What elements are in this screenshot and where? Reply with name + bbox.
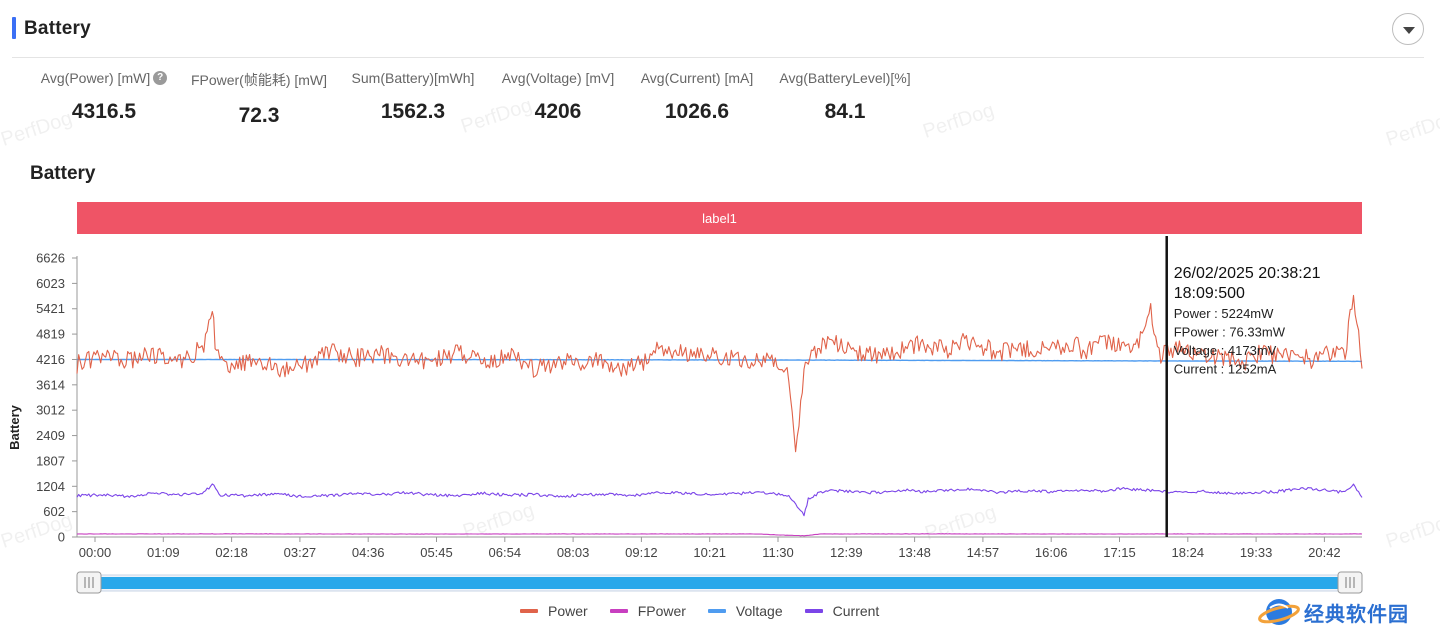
y-tick-label: 0 <box>58 530 65 545</box>
x-tick-label: 10:21 <box>693 545 726 560</box>
x-tick-label: 13:48 <box>898 545 931 560</box>
x-tick-label: 00:00 <box>79 545 112 560</box>
y-tick-label: 5421 <box>36 301 65 316</box>
header-divider <box>12 57 1424 58</box>
chart-section-title: Battery <box>30 163 96 184</box>
legend-label: Power <box>548 603 588 619</box>
help-icon[interactable]: ? <box>153 71 168 85</box>
series-line-power <box>76 294 1363 453</box>
y-axis: 0 602 1204 1807 2409 3012 3614 4216 4819 5421 6023… <box>7 251 78 545</box>
x-tick-label: 06:54 <box>489 545 522 560</box>
label-band[interactable]: label1 <box>77 202 1362 234</box>
y-axis-title: Battery <box>7 404 22 450</box>
y-tick-label: 6626 <box>36 251 65 266</box>
series-line-voltage <box>76 358 1363 363</box>
x-tick-label: 14:57 <box>967 545 1000 560</box>
legend-item-voltage[interactable]: Voltage <box>707 603 783 619</box>
legend-swatch <box>609 609 628 613</box>
x-tick-label: 18:24 <box>1172 545 1205 560</box>
x-tick-label: 20:42 <box>1308 545 1341 560</box>
legend-swatch <box>520 609 538 613</box>
x-tick-label: 16:06 <box>1035 545 1068 560</box>
series-lines <box>76 294 1363 537</box>
zoom-selected-range <box>89 577 1350 589</box>
legend-swatch <box>804 609 823 613</box>
metric-label: Avg(Current) [mA] <box>640 70 754 86</box>
metric-label: Avg(Power) [mW] <box>40 70 151 86</box>
metric-avg-battery-level: Avg(BatteryLevel)[%] 84.1 <box>774 70 916 124</box>
metric-value: 72.3 <box>238 104 280 127</box>
metric-label: Sum(Battery)[mWh] <box>351 70 475 86</box>
metric-label: Avg(Voltage) [mV] <box>501 70 615 86</box>
x-tick-label: 12:39 <box>830 545 863 560</box>
header-accent-bar <box>12 17 16 39</box>
y-tick-label: 6023 <box>36 276 65 291</box>
zoom-slider[interactable] <box>76 571 1363 594</box>
x-tick-label: 19:33 <box>1240 545 1273 560</box>
x-tick-label: 09:12 <box>625 545 658 560</box>
tooltip-line: Current : 1252mA <box>1174 362 1277 377</box>
metric-sum-battery: Sum(Battery)[mWh] 1562.3 <box>345 70 481 124</box>
metric-value: 4206 <box>534 100 582 123</box>
zoom-handle-right[interactable] <box>1337 571 1363 594</box>
x-tick-label: 03:27 <box>284 545 317 560</box>
legend-item-current[interactable]: Current <box>804 603 880 619</box>
metric-avg-voltage: Avg(Voltage) [mV] 4206 <box>495 70 621 124</box>
zoom-handle-left[interactable] <box>76 571 102 594</box>
brand-text: 经典软件园 <box>1304 602 1409 626</box>
metric-fpower: FPower(帧能耗) [mW] 72.3 <box>188 70 330 128</box>
legend-item-power[interactable]: Power <box>520 603 588 619</box>
metric-value: 1562.3 <box>380 100 446 123</box>
tooltip: 26/02/2025 20:38:21 18:09:500 Power : 5224… <box>1174 265 1321 377</box>
metric-value: 84.1 <box>824 100 866 123</box>
metric-avg-current: Avg(Current) [mA] 1026.6 <box>634 70 760 124</box>
legend-label: Current <box>832 603 880 619</box>
collapse-toggle-button[interactable] <box>1392 13 1424 45</box>
battery-line-chart[interactable]: label1 0 602 1204 1807 2409 3012 3614 4216 4819 5… <box>0 196 1440 596</box>
x-tick-label: 11:30 <box>762 545 794 560</box>
x-axis: 00:00 01:09 02:18 03:27 04:36 05:45 06:54 08:03… <box>77 536 1362 560</box>
y-tick-label: 1204 <box>36 479 65 494</box>
legend-item-fpower[interactable]: FPower <box>609 603 686 619</box>
y-tick-label: 602 <box>43 504 65 519</box>
x-tick-label: 01:09 <box>147 545 180 560</box>
x-tick-label: 17:15 <box>1103 545 1136 560</box>
chart-legend: Power FPower Voltage Current <box>520 600 879 622</box>
watermark: PerfDog <box>1383 107 1440 151</box>
legend-label: FPower <box>637 603 686 619</box>
x-tick-label: 02:18 <box>215 545 248 560</box>
metric-avg-power: Avg(Power) [mW] ? 4316.5 <box>38 70 170 124</box>
label-band-rect <box>77 202 1362 234</box>
metric-value: 1026.6 <box>664 100 730 123</box>
y-tick-label: 3012 <box>36 403 65 418</box>
caret-down-icon <box>1403 27 1415 34</box>
site-brand: 经典软件园 <box>1250 590 1440 636</box>
panel-header: Battery <box>0 0 1440 58</box>
legend-label: Voltage <box>735 603 783 619</box>
y-tick-label: 2409 <box>36 428 65 443</box>
tooltip-line: FPower : 76.33mW <box>1174 325 1286 340</box>
x-tick-label: 05:45 <box>420 545 453 560</box>
y-tick-label: 4819 <box>36 327 65 342</box>
tooltip-time: 18:09:500 <box>1174 285 1245 302</box>
label-band-text: label1 <box>702 211 737 226</box>
tooltip-line: Power : 5224mW <box>1174 306 1274 321</box>
metric-label: FPower(帧能耗) [mW] <box>190 72 328 88</box>
y-tick-label: 1807 <box>36 453 65 468</box>
summary-metrics: Avg(Power) [mW] ? 4316.5 FPower(帧能耗) [mW… <box>0 70 1000 150</box>
planet-logo-icon <box>1258 599 1300 625</box>
y-tick-label: 4216 <box>36 352 65 367</box>
tooltip-line: Voltage : 4173mV <box>1174 343 1277 358</box>
y-tick-label: 3614 <box>36 377 65 392</box>
x-tick-label: 08:03 <box>557 545 590 560</box>
legend-swatch <box>707 609 726 613</box>
metric-label: Avg(BatteryLevel)[%] <box>779 70 911 86</box>
panel-title: Battery <box>24 18 91 39</box>
series-line-current <box>76 483 1363 517</box>
series-line-fpower <box>76 533 1363 537</box>
x-tick-label: 04:36 <box>352 545 385 560</box>
metric-value: 4316.5 <box>71 100 137 123</box>
tooltip-date: 26/02/2025 20:38:21 <box>1174 265 1321 282</box>
